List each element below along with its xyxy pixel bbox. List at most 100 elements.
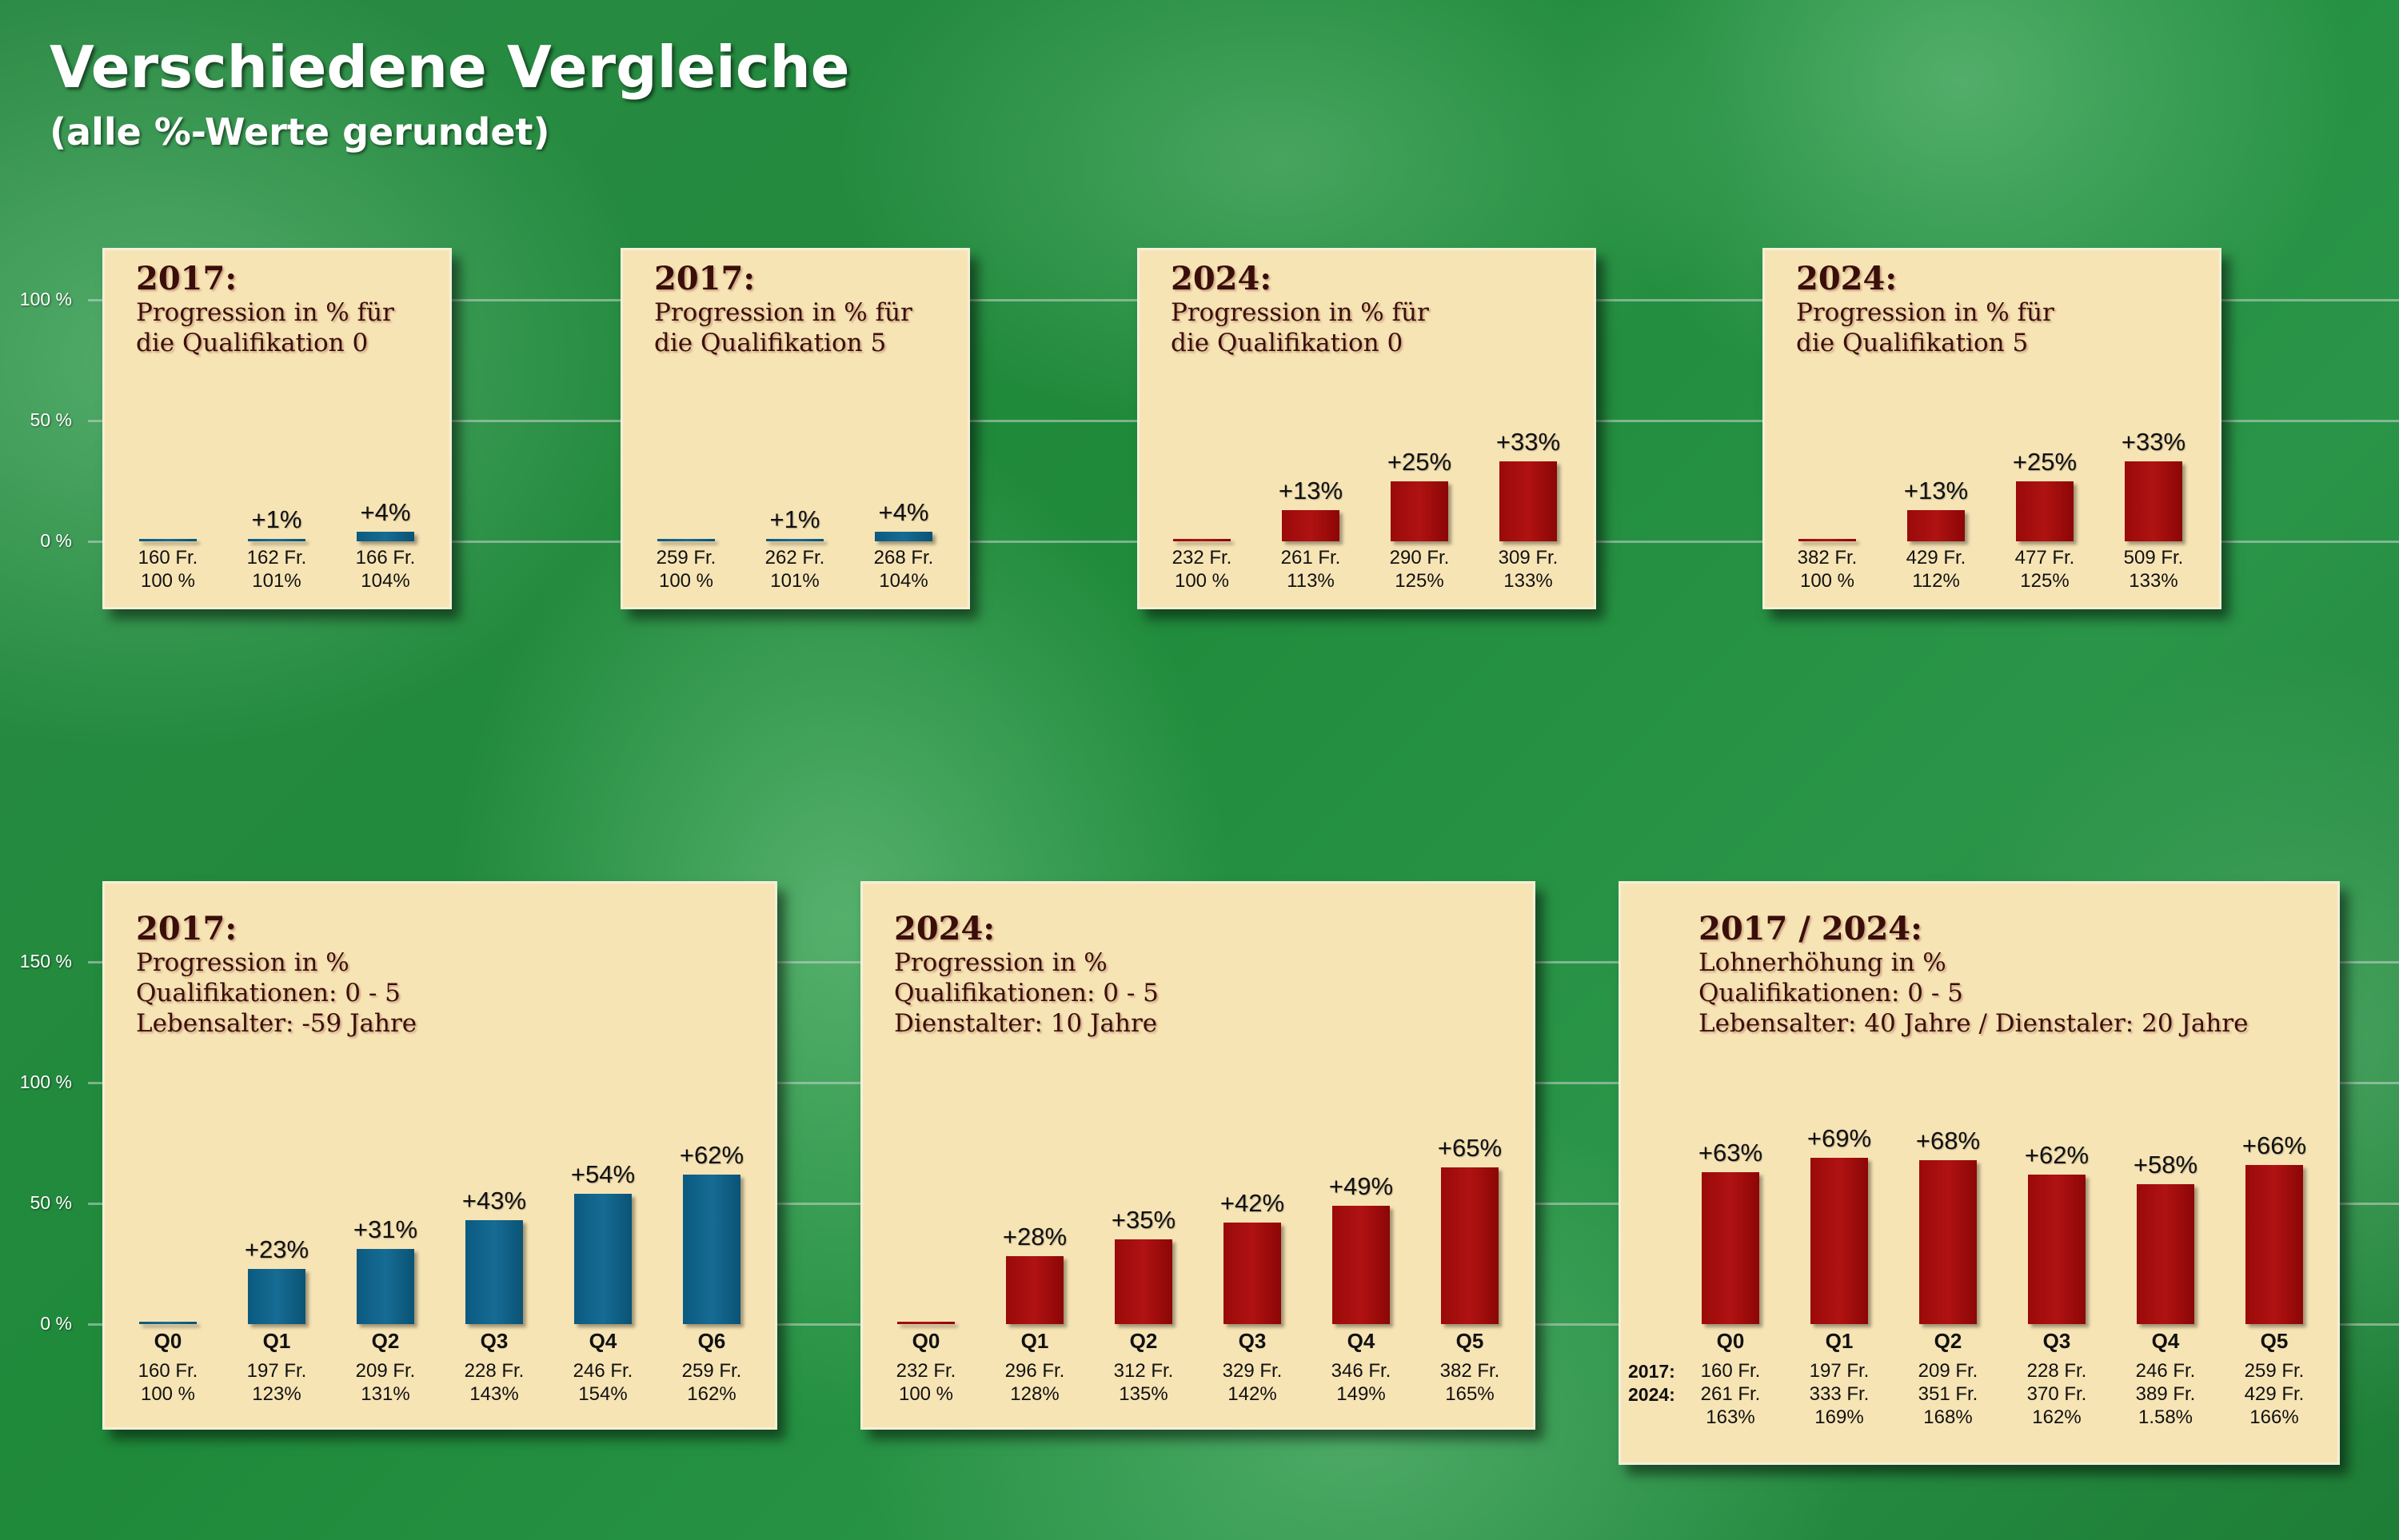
panel-year: 2024: [894, 910, 996, 948]
bar-value-label: +62% [679, 1140, 744, 1169]
bar [1810, 1157, 1868, 1324]
bar [1006, 1256, 1064, 1324]
bar-info-text: 100 % [898, 1383, 954, 1405]
bar-info-text: 112% [1912, 570, 1960, 592]
page-subtitle: (alle %-Werte gerundet) [50, 110, 550, 154]
bar-value-label: +4% [878, 497, 929, 526]
bar-info-text: 477 Fr. [2014, 547, 2075, 569]
bar [139, 1322, 197, 1324]
category-label: Q5 [2260, 1329, 2289, 1353]
bar-info-text: 162% [2032, 1406, 2082, 1428]
bar-info-text: 104% [361, 570, 410, 592]
row-label: 2024: [1628, 1384, 1675, 1405]
bar-info-text: 228 Fr. [2026, 1360, 2087, 1382]
y-tick-label: 100 % [19, 289, 72, 309]
panel-heading: 2024: Progression in % für die Qualifikati… [1171, 260, 1429, 358]
bar-value-label: +33% [2121, 428, 2186, 457]
bar [1223, 1223, 1281, 1324]
category-label: Q4 [2151, 1329, 2180, 1353]
bar-value-label: +31% [353, 1215, 418, 1244]
bar-info-text: 246 Fr. [2135, 1360, 2196, 1382]
bar-value-label: +13% [1903, 476, 1969, 505]
bar-info-text: 382 Fr. [1439, 1360, 1500, 1382]
panel-description-line: Progression in % für [654, 298, 912, 327]
bar-info-text: 160 Fr. [138, 547, 198, 569]
bar [1282, 509, 1339, 541]
bar-info-text: 290 Fr. [1389, 547, 1450, 569]
bar [1702, 1171, 1759, 1324]
bar-info-text: 246 Fr. [573, 1360, 633, 1382]
chart-panel [1762, 248, 2221, 609]
bar-info-text: 131% [361, 1383, 410, 1405]
bar-info-text: 268 Fr. [873, 547, 934, 569]
bar [2125, 461, 2182, 541]
bar [1499, 461, 1557, 541]
bar [248, 538, 305, 541]
bar-info-text: 125% [1395, 570, 1444, 592]
bar-value-label: +25% [2012, 447, 2078, 476]
bar-info-text: 142% [1227, 1383, 1277, 1405]
bar-info-text: 160 Fr. [1700, 1360, 1761, 1382]
panel-description-line: Progression in % für [1796, 298, 2054, 327]
bar-value-label: +23% [244, 1235, 309, 1263]
bar-value-label: +1% [251, 505, 302, 533]
bar [1919, 1159, 1977, 1324]
category-label: Q5 [1455, 1329, 1484, 1353]
chart-panel [102, 248, 452, 609]
bar-info-text: 123% [252, 1383, 301, 1405]
y-tick-label: 50 % [30, 1192, 72, 1213]
panel-heading: 2017: Progression in % für die Qualifikati… [654, 260, 912, 358]
category-label: Q2 [371, 1329, 400, 1353]
panel-heading: 2017 / 2024: Lohnerhöhung in % Qualifikati… [1698, 910, 2248, 1039]
category-label: Q1 [1020, 1329, 1049, 1353]
bar-value-label: +13% [1278, 476, 1343, 505]
chart-panel [1137, 248, 1596, 609]
panel-description-line: Progression in % für [1171, 298, 1429, 327]
bar-value-label: +65% [1437, 1133, 1503, 1162]
bar [357, 531, 414, 541]
category-label: Q3 [2042, 1329, 2071, 1353]
panel-year: 2017: [136, 260, 238, 297]
bar-info-text: 382 Fr. [1797, 547, 1858, 569]
bar-info-text: 312 Fr. [1113, 1360, 1174, 1382]
bar-info-text: 135% [1119, 1383, 1168, 1405]
bar [1907, 509, 1965, 541]
bar-info-text: 143% [469, 1383, 519, 1405]
bar-info-text: 346 Fr. [1331, 1360, 1391, 1382]
bar [766, 538, 824, 541]
bar-info-text: 100 % [140, 570, 196, 592]
y-tick-label: 0 % [40, 530, 72, 551]
bar [875, 531, 932, 541]
bar-value-label: +54% [570, 1159, 636, 1188]
bar-info-text: 149% [1336, 1383, 1386, 1405]
bar-info-text: 101% [770, 570, 820, 592]
chart-panel [621, 248, 970, 609]
bar [2016, 481, 2074, 541]
bar-info-text: 162% [687, 1383, 736, 1405]
bar-value-label: +4% [360, 497, 411, 526]
chart-panel [860, 881, 1535, 1430]
row-label: 2017: [1628, 1361, 1675, 1382]
bar [657, 539, 715, 541]
category-label: Q0 [1716, 1329, 1745, 1353]
panel-description-line: Progression in % für [136, 298, 394, 327]
category-label: Q3 [1238, 1329, 1267, 1353]
bar-value-label: +25% [1387, 447, 1452, 476]
bar-value-label: +43% [461, 1187, 527, 1215]
panel-heading: 2017: Progression in % für die Qualifikati… [136, 260, 394, 358]
bar-info-text: 329 Fr. [1222, 1360, 1283, 1382]
bar-info-text: 429 Fr. [2244, 1383, 2305, 1405]
category-label: Q4 [589, 1329, 617, 1353]
bar-info-text: 166 Fr. [355, 547, 416, 569]
bar-value-label: +58% [2133, 1150, 2198, 1179]
bar-info-text: 509 Fr. [2123, 547, 2184, 569]
bar-info-text: 163% [1706, 1406, 1755, 1428]
panel-description-line: Qualifikationen: 0 - 5 [136, 979, 401, 1007]
y-tick-label: 0 % [40, 1313, 72, 1334]
bar-value-label: +68% [1915, 1126, 1981, 1155]
bar-value-label: +28% [1002, 1223, 1068, 1251]
bar-info-text: 197 Fr. [246, 1360, 307, 1382]
bar-value-label: +1% [769, 505, 820, 533]
bar-info-text: 370 Fr. [2026, 1383, 2087, 1405]
panel-heading: 2017: Progression in % Qualifikationen: 0 … [136, 910, 417, 1039]
